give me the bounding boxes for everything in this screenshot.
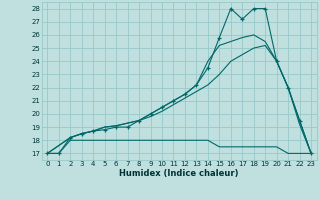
X-axis label: Humidex (Indice chaleur): Humidex (Indice chaleur) bbox=[119, 169, 239, 178]
